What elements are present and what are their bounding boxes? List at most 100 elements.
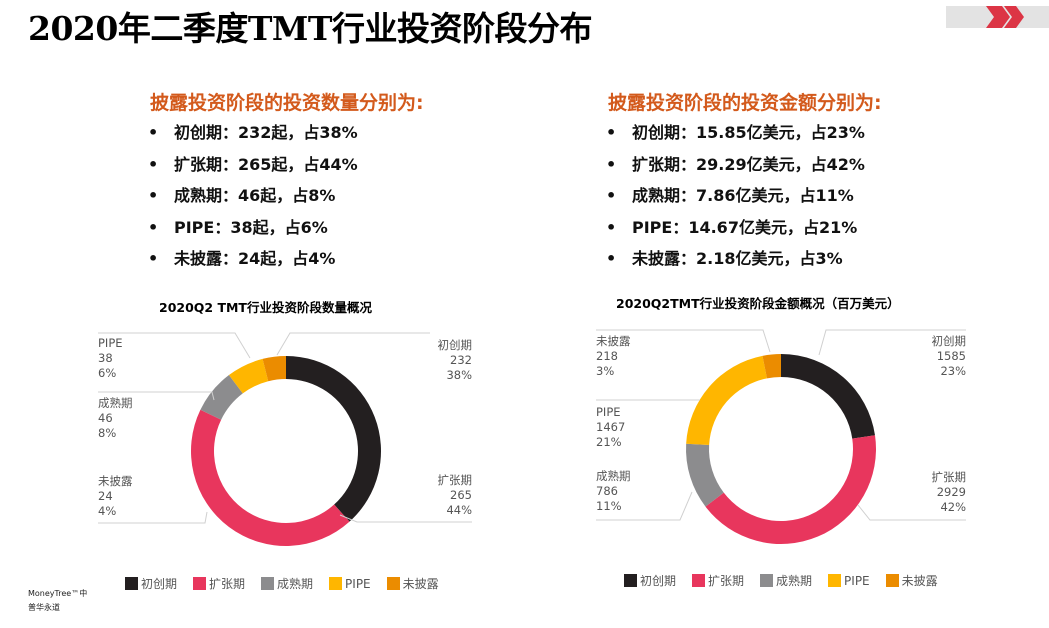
legend-label: 扩张期 xyxy=(209,577,246,591)
data-label-value: 786 xyxy=(596,484,618,498)
data-label: PIPE 1467 21% xyxy=(596,405,625,450)
donut-slice-扩张期 xyxy=(705,435,876,544)
bullet-item: • 初创期：15.85亿美元，占23% xyxy=(606,117,865,149)
data-label-value: 2929 xyxy=(936,485,966,499)
bullet-dot-icon: • xyxy=(148,186,159,205)
count-chart-legend: 初创期 扩张期 成熟期 PIPE 未披露 xyxy=(125,575,439,592)
bullet-text: 成熟期：46起，占8% xyxy=(174,186,336,205)
legend-item: 初创期 xyxy=(624,572,676,589)
legend-swatch xyxy=(828,574,842,587)
bullet-dot-icon: • xyxy=(606,123,617,142)
data-label-category: 成熟期 xyxy=(98,396,133,410)
legend-item: PIPE xyxy=(828,572,870,589)
legend-swatch xyxy=(193,577,207,590)
legend-swatch xyxy=(692,574,706,587)
data-label: 成熟期 46 8% xyxy=(98,396,133,441)
data-label-percent: 11% xyxy=(596,499,622,513)
bullet-text: 初创期：15.85亿美元，占23% xyxy=(632,123,865,142)
data-label-category: 初创期 xyxy=(931,334,967,348)
data-label-percent: 8% xyxy=(98,426,117,440)
legend-label: 初创期 xyxy=(141,577,178,591)
legend-label: PIPE xyxy=(844,573,870,588)
donut-slice-成熟期 xyxy=(686,443,724,507)
data-label: PIPE 38 6% xyxy=(98,336,123,381)
bullet-dot-icon: • xyxy=(606,217,617,237)
leader-line xyxy=(596,329,771,353)
legend-label: PIPE xyxy=(345,576,371,591)
data-label: 未披露 218 3% xyxy=(596,334,631,379)
leader-line xyxy=(98,391,215,401)
donut-slice-初创期 xyxy=(781,354,876,439)
data-label: 成熟期 786 11% xyxy=(596,469,631,514)
legend-item: 扩张期 xyxy=(193,575,245,592)
bullet-item: • PIPE：14.67亿美元，占21% xyxy=(606,212,865,244)
amount-chart-title: 2020Q2TMT行业投资阶段金额概况（百万美元） xyxy=(616,296,900,311)
chevron-decoration-icon xyxy=(946,6,1049,28)
data-label-value: 265 xyxy=(450,488,472,502)
left-heading: 披露投资阶段的投资数量分别为: xyxy=(150,92,424,114)
bullet-item: • 初创期：232起，占38% xyxy=(148,117,358,149)
legend-swatch xyxy=(125,577,138,590)
legend-swatch xyxy=(760,574,774,587)
leader-line xyxy=(818,329,966,356)
data-label-percent: 6% xyxy=(98,366,117,380)
data-label: 未披露 24 4% xyxy=(98,474,133,519)
right-heading: 披露投资阶段的投资金额分别为: xyxy=(608,92,882,114)
donut-slice-未披露 xyxy=(762,354,781,379)
donut-slice-扩张期 xyxy=(191,409,350,546)
leader-line xyxy=(596,491,693,521)
data-label-value: 232 xyxy=(450,353,472,367)
amount-chart-legend: 初创期 扩张期 成熟期 PIPE 未披露 xyxy=(624,572,938,589)
leader-line xyxy=(857,504,966,521)
source-note: MoneyTree™中 xyxy=(28,589,88,598)
data-label-category: 扩张期 xyxy=(931,470,967,484)
bullet-dot-icon: • xyxy=(606,186,617,205)
donut-slice-成熟期 xyxy=(200,375,243,420)
bullet-dot-icon: • xyxy=(148,123,159,142)
data-label-percent: 3% xyxy=(596,364,615,378)
leader-line xyxy=(339,514,472,523)
leader-line xyxy=(276,332,430,356)
bullet-text: 成熟期：7.86亿美元，占11% xyxy=(632,186,854,205)
data-label-category: 扩张期 xyxy=(437,473,473,487)
data-label-value: 38 xyxy=(98,351,113,365)
donut-slice-PIPE xyxy=(228,358,269,394)
bullet-text: PIPE：14.67亿美元，占21% xyxy=(632,217,858,237)
data-label-category: 初创期 xyxy=(437,338,473,352)
data-label: 初创期 232 38% xyxy=(438,338,473,383)
bullet-text: 未披露：2.18亿美元，占3% xyxy=(632,249,843,268)
data-label-category: 未披露 xyxy=(596,334,631,348)
data-label-value: 24 xyxy=(98,489,113,503)
data-label-percent: 23% xyxy=(940,364,966,378)
legend-label: 初创期 xyxy=(640,574,677,588)
legend-label: 扩张期 xyxy=(708,574,745,588)
data-label-percent: 4% xyxy=(98,504,117,518)
bullet-item: • 未披露：24起，占4% xyxy=(148,243,358,275)
legend-swatch xyxy=(329,577,343,590)
data-label-value: 46 xyxy=(98,411,113,425)
legend-item: PIPE xyxy=(329,575,371,592)
data-label-percent: 42% xyxy=(940,500,966,514)
donut-slice-PIPE xyxy=(686,355,767,446)
bullet-dot-icon: • xyxy=(148,249,159,268)
legend-item: 初创期 xyxy=(125,575,177,592)
legend-item: 成熟期 xyxy=(760,572,812,589)
data-label-category: PIPE xyxy=(596,405,621,419)
data-label-percent: 21% xyxy=(596,435,622,449)
bullet-dot-icon: • xyxy=(606,154,617,174)
data-label-value: 1467 xyxy=(596,420,626,434)
legend-swatch xyxy=(624,574,637,587)
legend-label: 成熟期 xyxy=(776,574,813,588)
count-bullet-list: • 初创期：232起，占38% • 扩张期：265起，占44% • 成熟期：46起，占8%… xyxy=(148,117,358,275)
data-label-category: 未披露 xyxy=(98,474,133,488)
bullet-item: • 成熟期：46起，占8% xyxy=(148,180,358,212)
data-label: 初创期 1585 23% xyxy=(932,334,967,379)
bullet-text: 初创期：232起，占38% xyxy=(174,123,358,142)
legend-item: 未披露 xyxy=(885,572,938,589)
leader-line xyxy=(98,511,208,524)
bullet-item: • PIPE：38起，占6% xyxy=(148,212,358,244)
data-label-value: 1585 xyxy=(936,349,966,363)
data-label-category: PIPE xyxy=(98,336,123,350)
